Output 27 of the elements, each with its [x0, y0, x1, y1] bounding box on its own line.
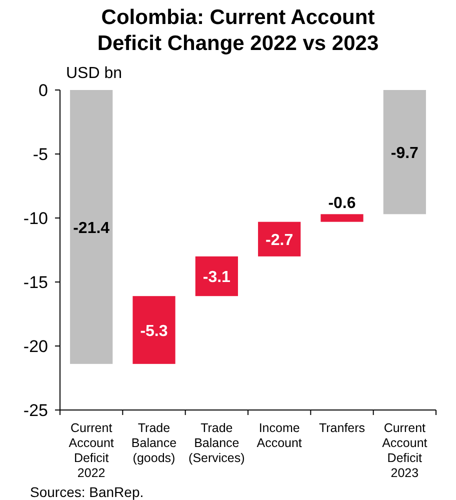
y-tick-label: -25 — [23, 401, 48, 420]
bar — [258, 222, 301, 256]
data-label: -5.3 — [140, 323, 168, 340]
y-tick-label: -15 — [23, 273, 48, 292]
bar — [132, 296, 176, 364]
data-label: -3.1 — [202, 269, 231, 286]
x-tick-label: Current Account Deficit 2022 — [68, 421, 114, 480]
bar — [70, 90, 113, 364]
chart-title: Colombia: Current Account Deficit Change 2022 vs 2023 — [97, 6, 379, 55]
data-label: -9.7 — [390, 145, 419, 162]
y-tick-label: -5 — [32, 145, 48, 164]
x-tick-label: Tranfers — [318, 421, 366, 435]
bar — [320, 214, 364, 222]
x-tick-label: Trade Balance (Services) — [188, 421, 245, 465]
y-tick-label: -20 — [23, 337, 48, 356]
bar — [195, 256, 238, 296]
y-tick-label: -10 — [23, 209, 48, 228]
x-tick-label: Income Account — [256, 421, 302, 450]
source-note: Sources: BanRep. — [30, 484, 144, 500]
x-tick-label: Current Account Deficit 2023 — [382, 421, 428, 480]
data-label: -21.4 — [73, 220, 110, 237]
y-axis-title: USD bn — [66, 65, 122, 82]
y-tick-label: 0 — [38, 81, 48, 100]
data-label: -2.7 — [266, 232, 294, 250]
bar — [383, 90, 426, 214]
data-label: -0.6 — [328, 195, 356, 212]
x-tick-label: Trade Balance (goods) — [131, 421, 177, 465]
